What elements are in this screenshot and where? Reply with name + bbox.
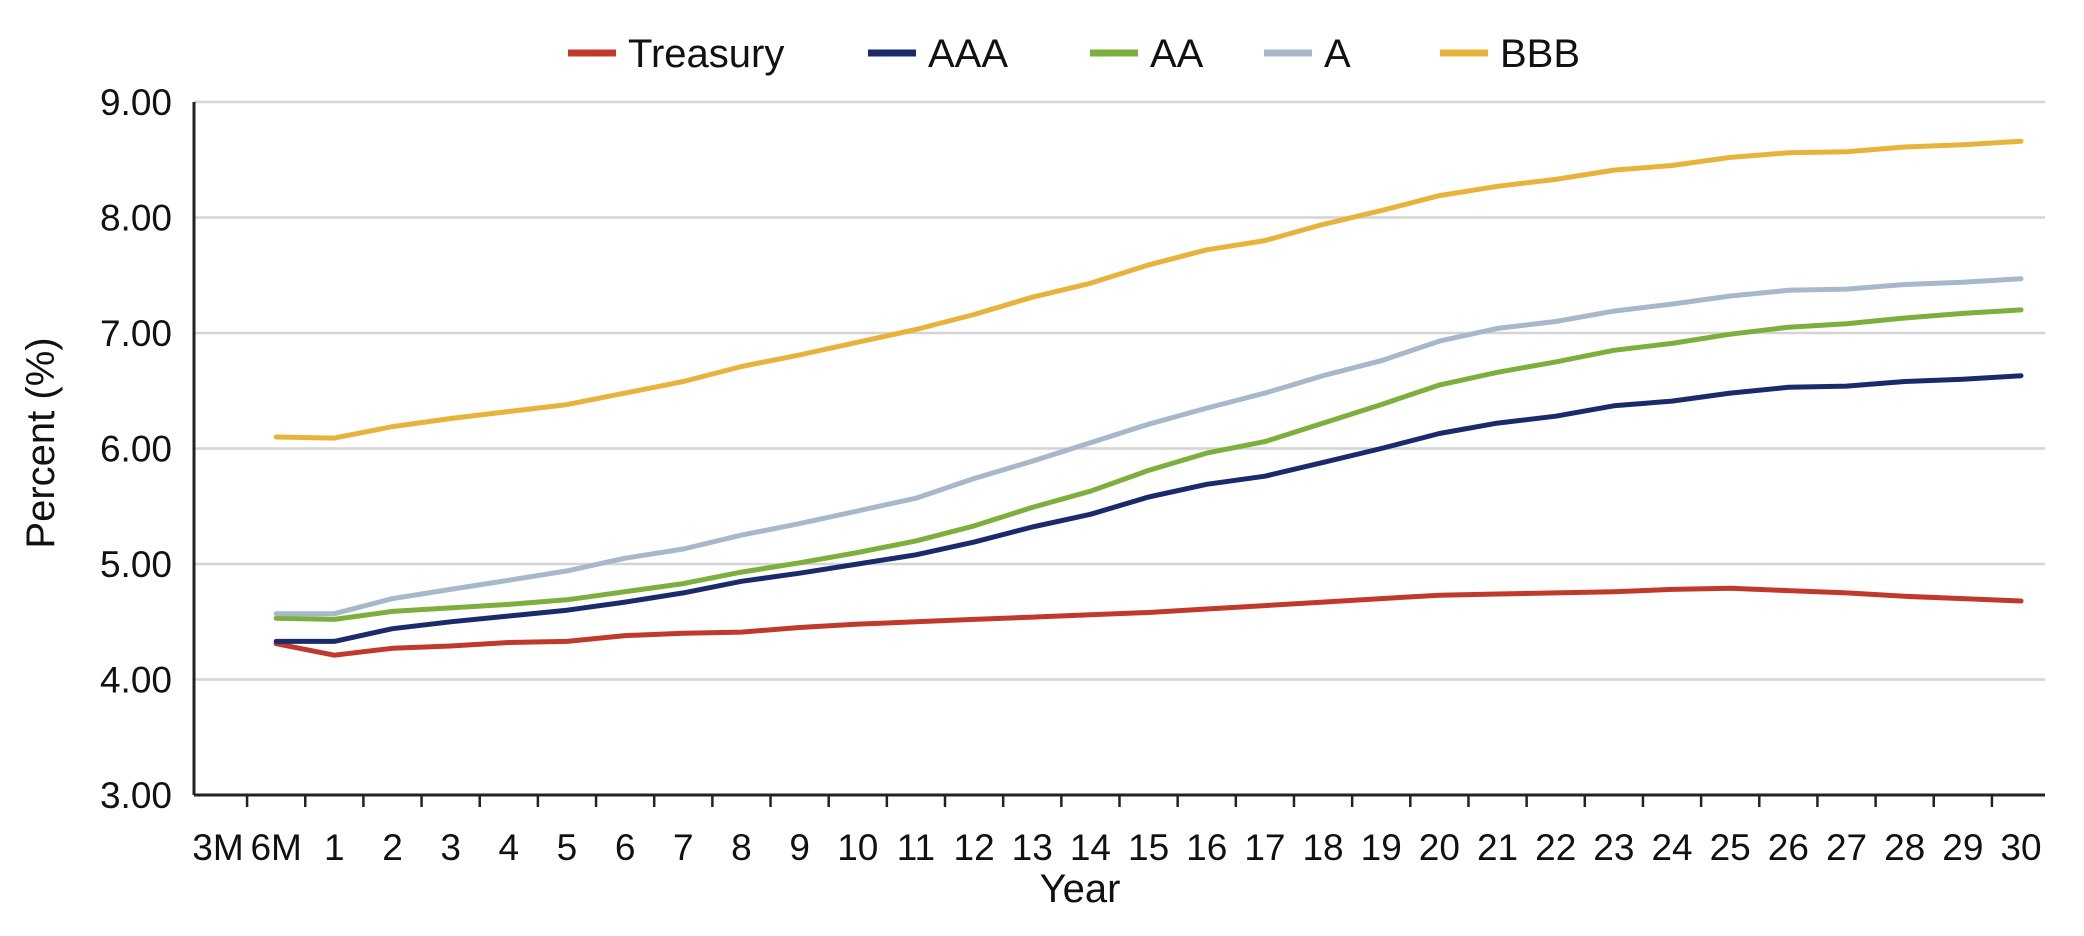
legend: Treasury AAA AA A BBB xyxy=(568,32,1580,76)
x-tick-label-3m: 3M xyxy=(192,827,243,868)
y-axis-tick-labels: 3.00 4.00 5.00 6.00 7.00 8.00 9.00 xyxy=(100,82,172,816)
series-line-aa xyxy=(273,307,2024,622)
y-axis-title: Percent (%) xyxy=(19,337,63,548)
x-tick-label-21: 21 xyxy=(1477,827,1518,868)
x-tick-label-14: 14 xyxy=(1070,827,1111,868)
x-tick-label-17: 17 xyxy=(1244,827,1285,868)
x-tick-label-19: 19 xyxy=(1361,827,1402,868)
x-tick-label-12: 12 xyxy=(954,827,995,868)
x-tick-label-23: 23 xyxy=(1593,827,1634,868)
y-tick-label-4-00: 4.00 xyxy=(100,660,172,701)
legend-label-treasury: Treasury xyxy=(628,32,784,76)
y-tick-label-5-00: 5.00 xyxy=(100,544,172,585)
x-tick-label-11: 11 xyxy=(897,827,935,868)
x-tick-label-15: 15 xyxy=(1128,827,1169,868)
x-tick-label-7: 7 xyxy=(673,827,694,868)
x-tick-label-30: 30 xyxy=(2000,827,2041,868)
x-tick-label-3: 3 xyxy=(440,827,461,868)
x-tick-label-25: 25 xyxy=(1710,827,1751,868)
x-tick-label-5: 5 xyxy=(557,827,578,868)
legend-label-a: A xyxy=(1324,32,1351,76)
x-tick-label-4: 4 xyxy=(499,827,520,868)
y-tick-label-6-00: 6.00 xyxy=(100,429,172,470)
x-tick-label-9: 9 xyxy=(789,827,810,868)
legend-label-aaa: AAA xyxy=(928,32,1008,76)
series-lines xyxy=(273,138,2024,658)
y-tick-label-8-00: 8.00 xyxy=(100,198,172,239)
x-tick-label-10: 10 xyxy=(837,827,878,868)
y-tick-label-3-00: 3.00 xyxy=(100,775,172,816)
x-tick-label-24: 24 xyxy=(1651,827,1692,868)
x-tick-label-16: 16 xyxy=(1186,827,1227,868)
x-tick-label-8: 8 xyxy=(731,827,752,868)
series-line-aaa xyxy=(273,373,2024,644)
x-tick-label-27: 27 xyxy=(1826,827,1867,868)
legend-label-bbb: BBB xyxy=(1500,32,1580,76)
x-tick-label-13: 13 xyxy=(1012,827,1053,868)
y-tick-label-9-00: 9.00 xyxy=(100,82,172,123)
x-tick-label-28: 28 xyxy=(1884,827,1925,868)
legend-label-aa: AA xyxy=(1150,32,1204,76)
x-axis-title: Year xyxy=(1040,867,1121,911)
series-line-bbb xyxy=(273,138,2024,441)
x-tick-label-22: 22 xyxy=(1535,827,1576,868)
x-tick-label-18: 18 xyxy=(1302,827,1343,868)
x-tick-label-6: 6 xyxy=(615,827,636,868)
axes xyxy=(192,102,2045,807)
x-tick-label-6m: 6M xyxy=(250,827,301,868)
y-tick-label-7-00: 7.00 xyxy=(100,313,172,354)
series-line-a xyxy=(273,276,2024,617)
x-tick-label-26: 26 xyxy=(1768,827,1809,868)
series-line-treasury xyxy=(273,585,2024,658)
x-tick-label-1: 1 xyxy=(324,827,345,868)
x-tick-label-2: 2 xyxy=(382,827,403,868)
x-axis-tick-labels: 3M 6M 1 2 3 4 5 6 7 8 9 10 11 12 13 14 15 16 17 18 19 20 21 22 2… xyxy=(192,827,2041,868)
x-tick-label-20: 20 xyxy=(1419,827,1460,868)
x-tick-label-29: 29 xyxy=(1942,827,1983,868)
